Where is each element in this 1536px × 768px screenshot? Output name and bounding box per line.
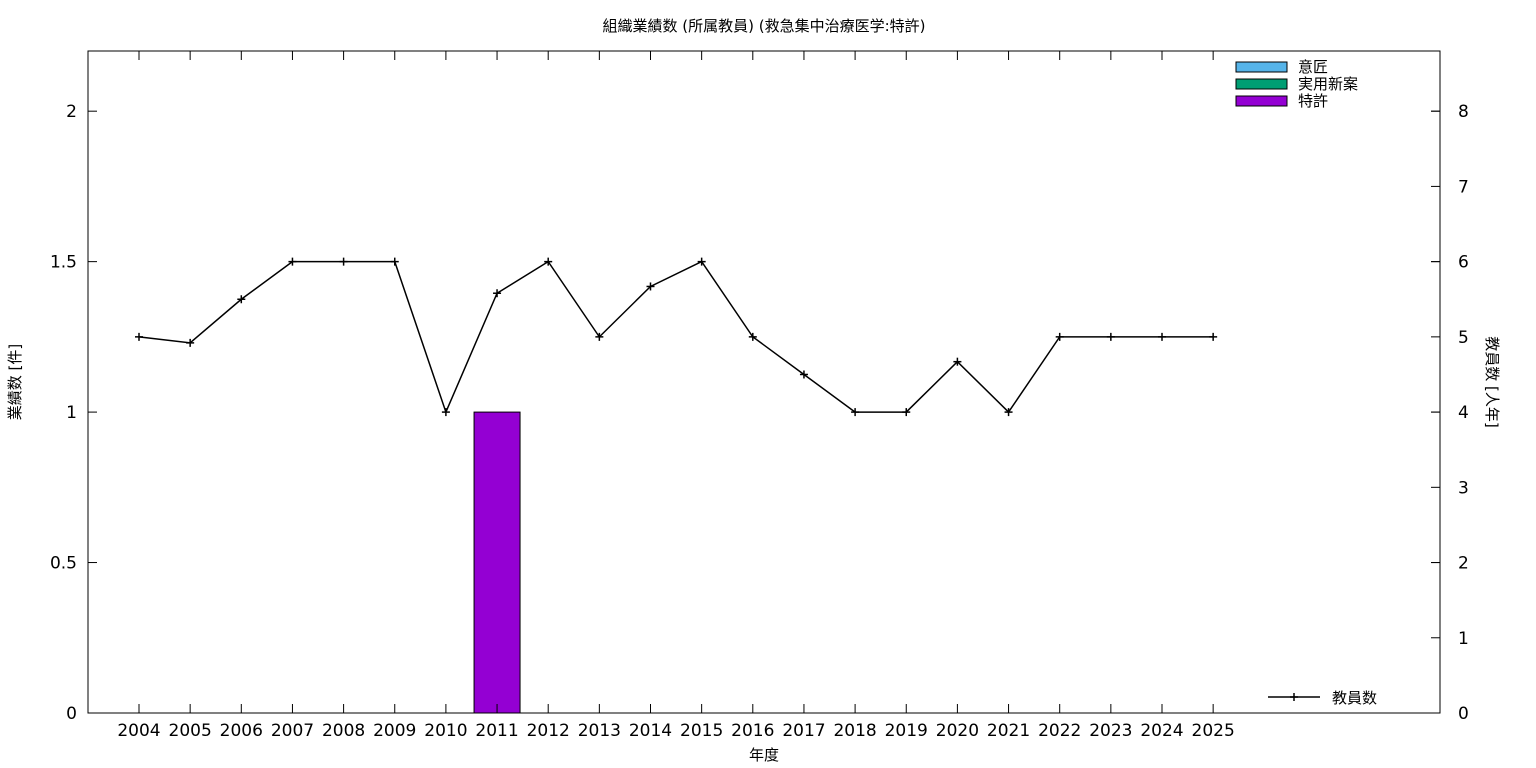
y2-tick-label: 2 [1458,554,1469,574]
line-point [646,282,655,291]
line-point [288,257,297,266]
x-tick-label: 2012 [527,721,570,741]
x-tick-label: 2005 [169,721,212,741]
x-tick-label: 2024 [1140,721,1183,741]
x-tick-label: 2011 [475,721,518,741]
legend-item-教員数: 教員数 [1268,689,1377,707]
x-tick-label: 2008 [322,721,365,741]
x-tick-label: 2014 [629,721,672,741]
line-point [1106,332,1115,341]
bar-特許 [473,411,521,714]
legend-item-意匠: 意匠 [1235,58,1328,76]
x-tick-label: 2020 [936,721,979,741]
line-layer [135,257,1218,417]
x-tick-label: 2004 [117,721,160,741]
line-point [902,408,911,417]
x-axis-label: 年度 [749,746,779,764]
bars-layer [473,411,521,714]
line-point [1158,332,1166,341]
legend-label: 特許 [1298,92,1328,110]
y-tick-label: 1 [66,403,77,423]
y2-tick-label: 7 [1458,177,1469,197]
y2-axis-label: 教員数 [人年] [1483,336,1501,427]
y2-tick-label: 3 [1458,478,1469,498]
x-tick-label: 2019 [885,721,928,741]
line-point [237,295,246,304]
line-point [441,408,450,417]
x-tick-label: 2007 [271,721,314,741]
y-tick-label: 0 [66,704,77,724]
x-tick-label: 2023 [1089,721,1132,741]
x-tick-label: 2010 [424,721,467,741]
line-point [748,332,757,341]
line-point [544,257,553,266]
x-tick-label: 2016 [731,721,774,741]
y-tick-label: 0.5 [50,554,77,574]
line-point [339,257,348,266]
plot-frame [87,50,1441,714]
y2-tick-label: 1 [1458,629,1469,649]
y2-tick-label: 5 [1458,328,1469,348]
line-point [1209,332,1218,341]
y2-tick-label: 8 [1458,102,1469,122]
legend-label: 教員数 [1332,689,1377,707]
x-tick-label: 2022 [1038,721,1081,741]
line-point [697,257,706,266]
x-tick-label: 2025 [1192,721,1235,741]
legend-label: 実用新案 [1298,75,1358,93]
legend-swatch [1235,78,1288,90]
line-point [799,370,808,379]
line-point [1004,408,1013,417]
y-axis-label: 業績数 [件] [6,344,24,420]
x-tick-label: 2009 [373,721,416,741]
legend-item-特許: 特許 [1235,92,1328,110]
line-point [851,408,860,417]
line-series-教員数 [138,260,1214,415]
x-tick-label: 2021 [987,721,1030,741]
chart-title: 組織業績数 (所属教員) (救急集中治療医学:特許) [602,17,925,35]
y2-tick-label: 0 [1458,704,1469,724]
line-point [953,357,962,366]
y2-tick-label: 4 [1458,403,1469,423]
y-tick-label: 2 [66,102,77,122]
legend-item-実用新案: 実用新案 [1235,75,1358,93]
legend-swatch [1235,95,1288,107]
legend-label: 意匠 [1298,58,1328,76]
y-tick-label: 1.5 [50,253,77,273]
line-point [390,257,399,266]
line-point [1055,332,1064,341]
x-tick-label: 2017 [782,721,825,741]
x-tick-label: 2018 [833,721,876,741]
x-tick-label: 2015 [680,721,723,741]
legend-swatch [1235,61,1288,73]
x-tick-label: 2006 [220,721,263,741]
x-tick-label: 2013 [578,721,621,741]
line-point [135,332,143,341]
line-point [595,332,604,341]
y2-tick-label: 6 [1458,253,1469,273]
line-point [493,289,502,298]
line-point [186,338,195,347]
